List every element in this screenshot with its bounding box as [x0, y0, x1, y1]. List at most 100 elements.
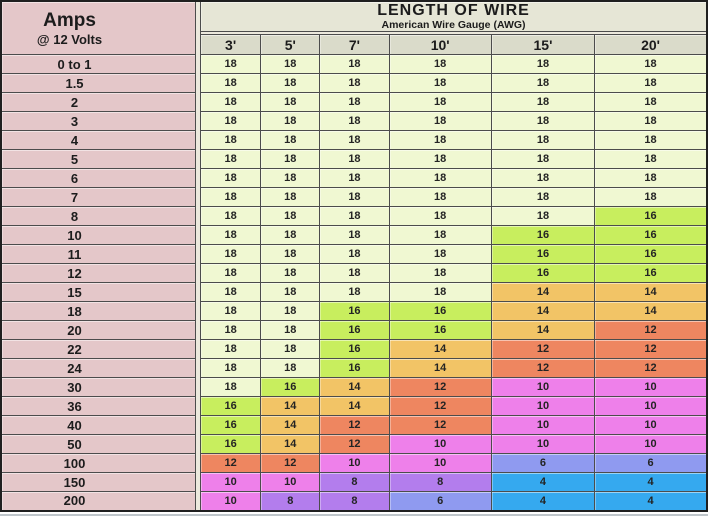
gauge-cell-10awg: 10 [319, 453, 390, 473]
gauge-cell-8awg: 8 [319, 491, 390, 511]
amps-row-label: 0 to 1 [0, 54, 197, 74]
column-header-5ft: 5' [260, 34, 321, 55]
gauge-cell-8awg: 8 [388, 472, 492, 492]
table-row-6: 6 18 18 18 18 18 18 [0, 168, 708, 188]
table-row-200: 200 10 8 8 6 4 4 [0, 491, 708, 511]
gauge-cell-18awg: 18 [388, 149, 492, 169]
gauge-cell-16awg: 16 [388, 301, 492, 321]
table-row-15: 15 18 18 18 18 14 14 [0, 282, 708, 302]
table-subtitle: American Wire Gauge (AWG) [381, 19, 526, 31]
gauge-cell-16awg: 16 [200, 396, 262, 416]
table-title-cell: LENGTH OF WIRE American Wire Gauge (AWG) [200, 0, 708, 32]
table-row-2: 2 18 18 18 18 18 18 [0, 92, 708, 112]
gauge-cell-10awg: 10 [490, 396, 596, 416]
gauge-cell-18awg: 18 [594, 92, 708, 112]
gauge-cell-12awg: 12 [490, 339, 596, 359]
page-bottom-margin [0, 512, 708, 516]
amps-row-label: 7 [0, 187, 197, 207]
table-row-150: 150 10 10 8 8 4 4 [0, 472, 708, 492]
title-row: Amps @ 12 Volts LENGTH OF WIRE American … [0, 0, 708, 55]
gauge-cell-16awg: 16 [200, 434, 262, 454]
gauge-cell-18awg: 18 [319, 206, 390, 226]
gauge-cell-18awg: 18 [490, 111, 596, 131]
table-row-3: 3 18 18 18 18 18 18 [0, 111, 708, 131]
gauge-cell-16awg: 16 [594, 225, 708, 245]
gauge-cell-18awg: 18 [260, 54, 321, 74]
gauge-cell-4awg: 4 [594, 491, 708, 511]
gauge-cell-6awg: 6 [490, 453, 596, 473]
gauge-cell-16awg: 16 [319, 339, 390, 359]
gauge-cell-10awg: 10 [388, 434, 492, 454]
gauge-cell-18awg: 18 [388, 130, 492, 150]
gauge-cell-18awg: 18 [388, 92, 492, 112]
amps-row-label: 40 [0, 415, 197, 435]
gauge-cell-18awg: 18 [260, 92, 321, 112]
amps-subtitle: @ 12 Volts [36, 31, 103, 47]
amps-row-label: 8 [0, 206, 197, 226]
amps-row-label: 150 [0, 472, 197, 492]
gauge-cell-18awg: 18 [200, 377, 262, 397]
gauge-cell-18awg: 18 [200, 149, 262, 169]
gauge-cell-14awg: 14 [594, 282, 708, 302]
table-row-18: 18 18 18 16 16 14 14 [0, 301, 708, 321]
amps-row-label: 5 [0, 149, 197, 169]
gauge-cell-18awg: 18 [200, 111, 262, 131]
gauge-cell-18awg: 18 [200, 282, 262, 302]
gauge-cell-18awg: 18 [319, 263, 390, 283]
gauge-cell-18awg: 18 [260, 358, 321, 378]
gauge-cell-18awg: 18 [490, 54, 596, 74]
gauge-cell-18awg: 18 [594, 54, 708, 74]
table-row-22: 22 18 18 16 14 12 12 [0, 339, 708, 359]
gauge-cell-18awg: 18 [388, 206, 492, 226]
gauge-cell-10awg: 10 [260, 472, 321, 492]
gauge-cell-16awg: 16 [490, 263, 596, 283]
gauge-cell-12awg: 12 [388, 377, 492, 397]
gauge-cell-16awg: 16 [490, 244, 596, 264]
amps-row-label: 100 [0, 453, 197, 473]
gauge-cell-18awg: 18 [200, 244, 262, 264]
gauge-cell-14awg: 14 [260, 415, 321, 435]
amps-row-label: 24 [0, 358, 197, 378]
gauge-cell-18awg: 18 [319, 282, 390, 302]
amps-row-label: 36 [0, 396, 197, 416]
gauge-cell-18awg: 18 [490, 206, 596, 226]
gauge-cell-12awg: 12 [388, 396, 492, 416]
amps-header-cell: Amps @ 12 Volts [0, 0, 197, 55]
gauge-cell-18awg: 18 [594, 168, 708, 188]
gauge-cell-10awg: 10 [388, 453, 492, 473]
gauge-cell-6awg: 6 [388, 491, 492, 511]
gauge-cell-18awg: 18 [319, 149, 390, 169]
amps-row-label: 30 [0, 377, 197, 397]
gauge-cell-18awg: 18 [200, 54, 262, 74]
gauge-cell-14awg: 14 [490, 320, 596, 340]
gauge-cell-18awg: 18 [319, 130, 390, 150]
gauge-cell-18awg: 18 [200, 73, 262, 93]
gauge-cell-16awg: 16 [594, 206, 708, 226]
gauge-cell-16awg: 16 [594, 244, 708, 264]
gauge-cell-18awg: 18 [260, 339, 321, 359]
gauge-cell-18awg: 18 [319, 92, 390, 112]
gauge-cell-18awg: 18 [200, 130, 262, 150]
amps-row-label: 6 [0, 168, 197, 188]
gauge-cell-16awg: 16 [319, 358, 390, 378]
gauge-cell-12awg: 12 [490, 358, 596, 378]
gauge-cell-18awg: 18 [594, 187, 708, 207]
table-row-8: 8 18 18 18 18 18 16 [0, 206, 708, 226]
table-row-12: 12 18 18 18 18 16 16 [0, 263, 708, 283]
gauge-cell-18awg: 18 [319, 225, 390, 245]
gauge-cell-18awg: 18 [260, 73, 321, 93]
gauge-cell-18awg: 18 [260, 320, 321, 340]
gauge-cell-18awg: 18 [594, 73, 708, 93]
gauge-cell-18awg: 18 [490, 73, 596, 93]
gauge-cell-12awg: 12 [200, 453, 262, 473]
gauge-cell-18awg: 18 [594, 111, 708, 131]
gauge-cell-18awg: 18 [260, 149, 321, 169]
gauge-cell-4awg: 4 [490, 491, 596, 511]
gauge-cell-6awg: 6 [594, 453, 708, 473]
gauge-cell-4awg: 4 [594, 472, 708, 492]
amps-row-label: 18 [0, 301, 197, 321]
gauge-cell-18awg: 18 [319, 187, 390, 207]
gauge-cell-12awg: 12 [594, 320, 708, 340]
amps-row-label: 22 [0, 339, 197, 359]
